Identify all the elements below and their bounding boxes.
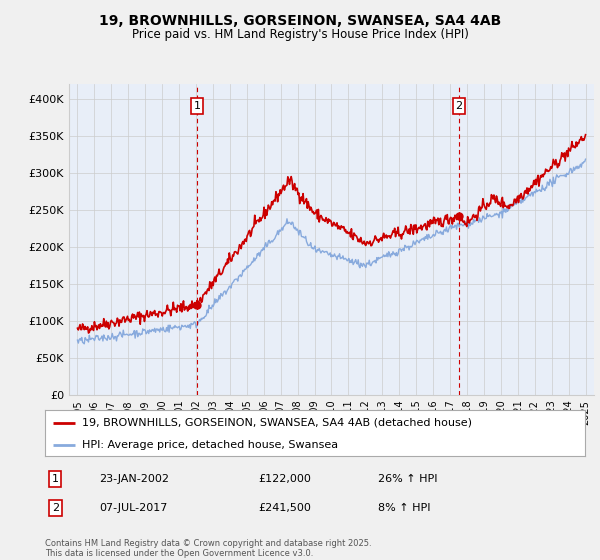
Text: 26% ↑ HPI: 26% ↑ HPI — [378, 474, 437, 484]
Text: 2: 2 — [52, 503, 59, 513]
Text: HPI: Average price, detached house, Swansea: HPI: Average price, detached house, Swan… — [82, 440, 338, 450]
Text: £122,000: £122,000 — [258, 474, 311, 484]
Text: 19, BROWNHILLS, GORSEINON, SWANSEA, SA4 4AB (detached house): 19, BROWNHILLS, GORSEINON, SWANSEA, SA4 … — [82, 418, 472, 428]
Text: Contains HM Land Registry data © Crown copyright and database right 2025.
This d: Contains HM Land Registry data © Crown c… — [45, 539, 371, 558]
Text: 2: 2 — [455, 101, 463, 111]
Text: 23-JAN-2002: 23-JAN-2002 — [99, 474, 169, 484]
Text: 19, BROWNHILLS, GORSEINON, SWANSEA, SA4 4AB: 19, BROWNHILLS, GORSEINON, SWANSEA, SA4 … — [99, 14, 501, 28]
Text: 8% ↑ HPI: 8% ↑ HPI — [378, 503, 431, 513]
Text: £241,500: £241,500 — [258, 503, 311, 513]
Text: Price paid vs. HM Land Registry's House Price Index (HPI): Price paid vs. HM Land Registry's House … — [131, 28, 469, 41]
Text: 07-JUL-2017: 07-JUL-2017 — [99, 503, 167, 513]
Text: 1: 1 — [194, 101, 200, 111]
Text: 1: 1 — [52, 474, 59, 484]
